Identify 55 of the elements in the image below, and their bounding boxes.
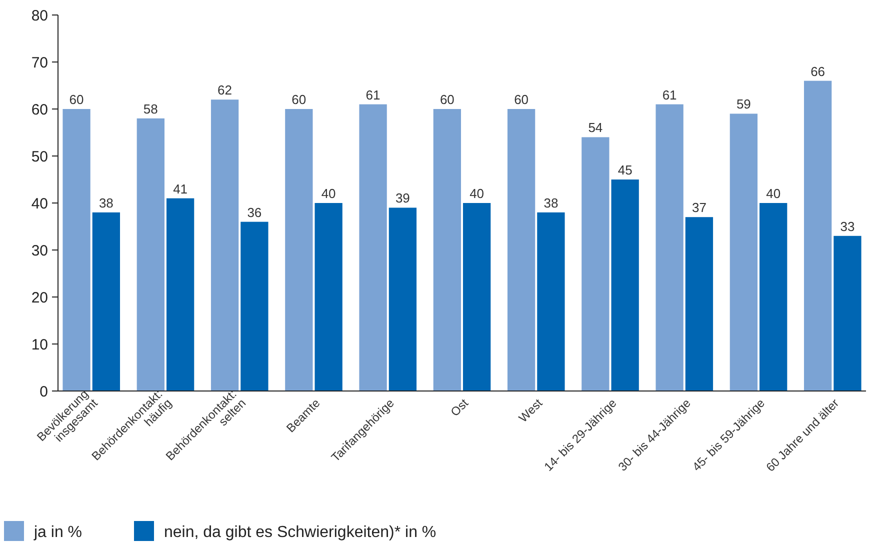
data-label: 33	[840, 218, 855, 234]
bar	[656, 104, 684, 391]
data-label: 41	[173, 181, 188, 196]
bar	[62, 109, 90, 391]
bar	[136, 118, 164, 391]
data-label: 60	[69, 92, 84, 107]
data-label: 37	[692, 200, 706, 216]
y-tick-label: 30	[31, 242, 48, 260]
x-tick-label: Ost	[448, 396, 472, 420]
y-tick-label: 70	[31, 54, 48, 72]
data-label: 54	[588, 120, 603, 136]
bar	[611, 180, 639, 391]
data-label: 58	[143, 101, 158, 116]
y-tick-label: 10	[31, 336, 48, 354]
bar	[730, 114, 758, 391]
data-label: 59	[736, 96, 751, 112]
bar	[240, 222, 268, 391]
y-tick-label: 40	[31, 195, 48, 212]
bar	[804, 80, 832, 391]
bar	[463, 203, 491, 391]
bar	[388, 208, 417, 391]
data-label: 60	[292, 92, 306, 107]
bar	[685, 217, 714, 391]
data-label: 40	[766, 186, 781, 201]
y-tick-label: 20	[31, 289, 48, 306]
data-label: 45	[618, 162, 632, 178]
bar	[314, 203, 342, 391]
data-label: 61	[662, 87, 677, 102]
y-tick-label: 50	[31, 148, 48, 166]
bar	[507, 109, 536, 391]
legend-label: nein, da gibt es Schwierigkeiten)* in %	[164, 524, 436, 541]
data-label: 66	[810, 64, 826, 79]
y-tick-label: 60	[31, 101, 48, 118]
data-label: 36	[247, 204, 262, 220]
data-label: 39	[395, 190, 410, 206]
bar	[92, 212, 120, 391]
data-label: 40	[321, 186, 336, 201]
data-label: 60	[440, 92, 454, 107]
bar	[834, 236, 862, 391]
data-label: 62	[218, 82, 232, 98]
y-tick-label: 80	[31, 7, 48, 24]
bar	[433, 109, 461, 391]
data-label: 60	[514, 92, 529, 107]
data-label: 40	[470, 186, 484, 201]
bar	[166, 198, 194, 391]
bar	[582, 137, 610, 391]
bar	[210, 100, 239, 391]
data-label: 38	[98, 195, 114, 210]
bar	[285, 109, 313, 391]
bar	[537, 212, 565, 391]
bar	[760, 203, 788, 391]
data-label: 61	[366, 87, 380, 102]
bar	[359, 104, 387, 391]
legend-label: ja in %	[33, 524, 82, 541]
data-label: 38	[544, 195, 558, 210]
